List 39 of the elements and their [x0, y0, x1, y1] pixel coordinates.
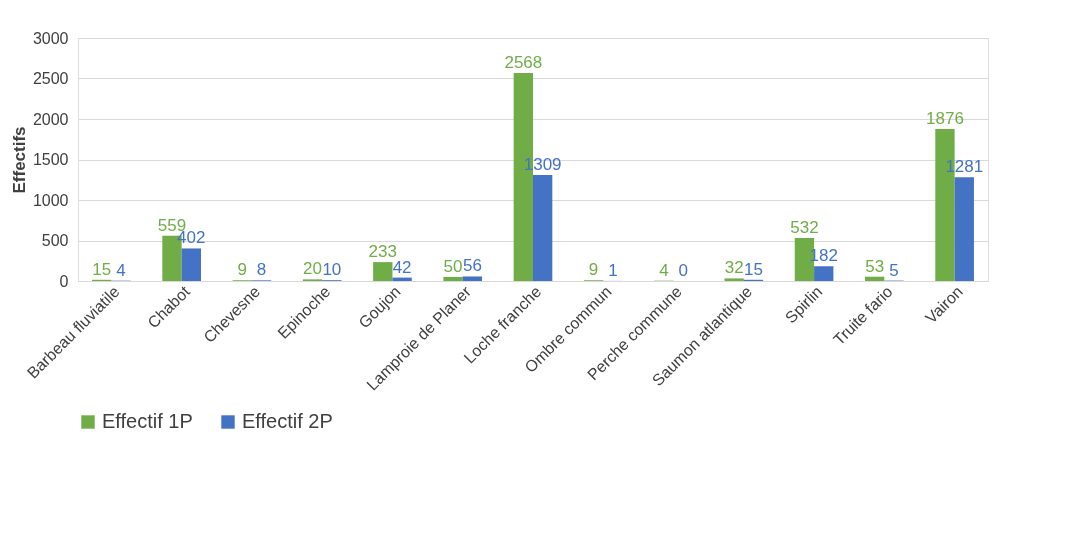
bar	[373, 262, 393, 281]
data-label: 4	[659, 260, 669, 280]
bar	[865, 276, 885, 281]
y-tick-label: 1500	[32, 151, 69, 168]
data-label: 9	[588, 260, 599, 280]
data-label: 50	[443, 256, 463, 276]
data-label: 56	[462, 256, 482, 276]
y-tick-label: 2500	[32, 70, 69, 87]
y-tick-label: 1000	[32, 191, 69, 209]
data-label: 2568	[504, 52, 543, 72]
y-tick-label: 0	[59, 272, 69, 290]
data-label: 20	[303, 259, 322, 279]
bar	[724, 278, 744, 281]
bar	[443, 276, 463, 281]
data-label: 10	[322, 260, 342, 280]
bar	[814, 266, 834, 281]
data-label: 532	[790, 217, 819, 237]
data-label: 4	[116, 260, 126, 280]
data-label: 8	[256, 260, 267, 280]
y-tick-label: 500	[41, 232, 69, 249]
bar	[181, 248, 201, 281]
bar	[392, 277, 412, 281]
bar	[954, 177, 974, 281]
y-tick-label: 3000	[32, 29, 69, 47]
data-label: 1876	[926, 109, 964, 129]
data-label: 5	[889, 260, 899, 280]
bar	[533, 174, 553, 281]
legend-label: Effectif 2P	[242, 410, 333, 432]
data-label: 15	[744, 259, 763, 279]
y-tick-label: 2000	[32, 110, 69, 128]
data-label: 9	[237, 260, 247, 280]
y-axis-title: Effectifs	[9, 126, 29, 194]
data-label: 1	[608, 260, 618, 280]
data-label: 53	[865, 256, 885, 276]
data-label: 32	[724, 258, 744, 278]
legend-label: Effectif 1P	[102, 410, 193, 432]
data-label: 15	[92, 259, 112, 279]
bar	[462, 276, 483, 281]
data-label: 0	[678, 261, 688, 280]
